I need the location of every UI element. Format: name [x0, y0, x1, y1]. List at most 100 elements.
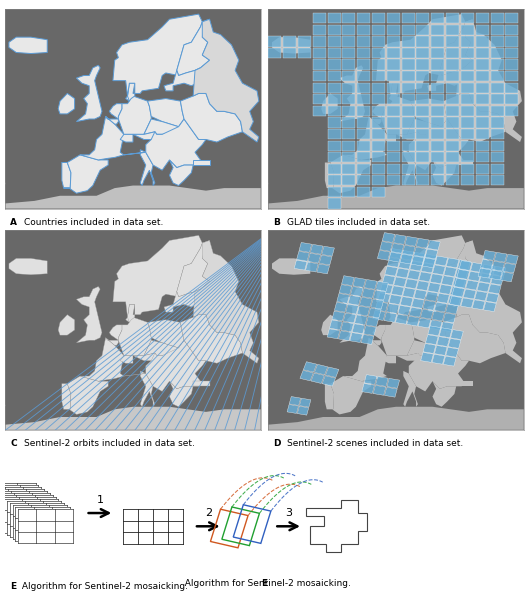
- Bar: [327, 59, 341, 70]
- Bar: [490, 59, 504, 70]
- Polygon shape: [390, 304, 398, 322]
- Bar: [342, 152, 355, 162]
- Polygon shape: [432, 311, 444, 321]
- Polygon shape: [5, 185, 261, 209]
- Bar: [327, 199, 341, 209]
- Polygon shape: [372, 104, 385, 119]
- Polygon shape: [164, 289, 200, 312]
- Polygon shape: [389, 295, 402, 305]
- Bar: [327, 48, 341, 58]
- Polygon shape: [385, 387, 397, 397]
- Polygon shape: [133, 132, 162, 139]
- Polygon shape: [363, 326, 376, 335]
- Polygon shape: [396, 132, 425, 139]
- Bar: [416, 94, 430, 104]
- Polygon shape: [412, 298, 424, 308]
- Polygon shape: [437, 337, 450, 347]
- Text: E: E: [261, 579, 268, 588]
- Bar: [387, 152, 400, 162]
- Bar: [372, 129, 385, 139]
- Bar: [357, 175, 370, 185]
- Polygon shape: [9, 37, 47, 53]
- Bar: [7, 502, 61, 535]
- Bar: [387, 71, 400, 81]
- Polygon shape: [106, 116, 118, 124]
- Polygon shape: [503, 263, 516, 273]
- Bar: [446, 94, 459, 104]
- Polygon shape: [62, 384, 71, 409]
- Bar: [446, 129, 459, 139]
- Polygon shape: [396, 353, 425, 361]
- Polygon shape: [62, 163, 71, 188]
- Polygon shape: [457, 269, 470, 280]
- Polygon shape: [484, 302, 496, 311]
- Bar: [357, 129, 370, 139]
- Polygon shape: [407, 340, 442, 356]
- Bar: [372, 140, 385, 151]
- Bar: [342, 164, 355, 174]
- Polygon shape: [448, 295, 461, 305]
- Polygon shape: [434, 302, 447, 312]
- Polygon shape: [76, 287, 102, 343]
- Bar: [490, 140, 504, 151]
- Polygon shape: [421, 309, 433, 319]
- Polygon shape: [443, 94, 506, 142]
- Text: D: D: [273, 439, 281, 448]
- Text: Algorithm for Sentinel-2 mosaicking.: Algorithm for Sentinel-2 mosaicking.: [19, 582, 187, 591]
- Polygon shape: [350, 332, 362, 343]
- Polygon shape: [396, 314, 408, 324]
- Polygon shape: [110, 104, 122, 119]
- Text: B: B: [273, 218, 280, 227]
- Polygon shape: [391, 244, 404, 253]
- Polygon shape: [451, 329, 463, 340]
- Polygon shape: [120, 134, 133, 142]
- Polygon shape: [325, 163, 334, 188]
- Polygon shape: [434, 346, 447, 355]
- Text: E: E: [11, 582, 17, 591]
- Bar: [490, 71, 504, 81]
- Polygon shape: [494, 253, 507, 262]
- Polygon shape: [124, 371, 155, 407]
- Polygon shape: [461, 298, 473, 308]
- Bar: [357, 152, 370, 162]
- Polygon shape: [169, 160, 193, 185]
- Bar: [342, 118, 355, 128]
- Polygon shape: [322, 246, 334, 256]
- Bar: [416, 71, 430, 81]
- Polygon shape: [390, 83, 398, 101]
- Bar: [313, 106, 326, 116]
- Polygon shape: [405, 236, 417, 247]
- Polygon shape: [368, 308, 381, 318]
- Bar: [387, 118, 400, 128]
- Bar: [490, 164, 504, 174]
- Polygon shape: [325, 384, 334, 409]
- Bar: [476, 129, 489, 139]
- Bar: [402, 129, 415, 139]
- Polygon shape: [480, 259, 493, 269]
- Polygon shape: [148, 98, 184, 127]
- Polygon shape: [391, 286, 404, 296]
- Bar: [15, 508, 70, 541]
- Bar: [416, 106, 430, 116]
- Polygon shape: [361, 334, 374, 344]
- Text: Countries included in data set.: Countries included in data set.: [24, 218, 164, 227]
- Bar: [298, 37, 311, 47]
- Bar: [490, 129, 504, 139]
- Polygon shape: [425, 335, 438, 344]
- Polygon shape: [389, 252, 402, 262]
- Polygon shape: [371, 299, 384, 309]
- Polygon shape: [430, 320, 442, 330]
- Polygon shape: [268, 185, 524, 209]
- Bar: [490, 152, 504, 162]
- Bar: [402, 152, 415, 162]
- Polygon shape: [340, 65, 365, 122]
- Polygon shape: [440, 241, 472, 297]
- Bar: [372, 71, 385, 81]
- Bar: [342, 129, 355, 139]
- Bar: [357, 118, 370, 128]
- Polygon shape: [300, 370, 313, 381]
- Polygon shape: [353, 278, 366, 287]
- Bar: [268, 48, 281, 58]
- Bar: [387, 83, 400, 93]
- Polygon shape: [453, 277, 466, 287]
